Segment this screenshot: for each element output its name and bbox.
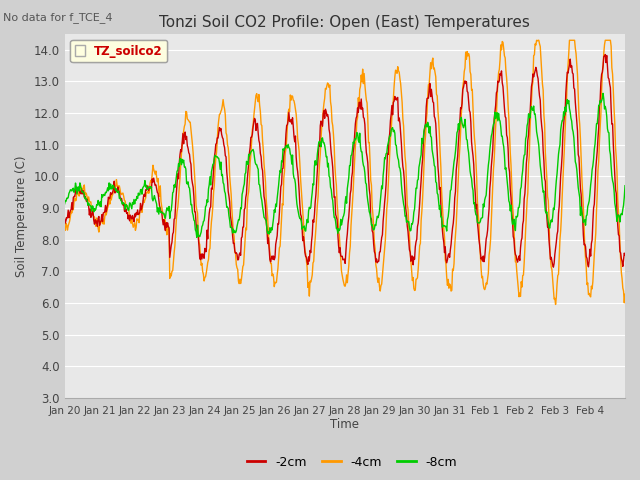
Legend: -2cm, -4cm, -8cm: -2cm, -4cm, -8cm xyxy=(241,451,463,474)
-2cm xyxy=(278,166,286,171)
-2cm xyxy=(257,154,265,160)
-4cm xyxy=(278,201,286,206)
-4cm xyxy=(127,215,134,221)
-8cm xyxy=(61,201,68,207)
-2cm xyxy=(230,240,237,246)
-4cm xyxy=(552,301,559,307)
-4cm xyxy=(61,227,68,233)
Legend: TZ_soilco2: TZ_soilco2 xyxy=(70,40,168,62)
-2cm xyxy=(621,252,629,258)
Y-axis label: Soil Temperature (C): Soil Temperature (C) xyxy=(15,155,28,276)
-2cm xyxy=(550,264,557,270)
Text: No data for f_TCE_4: No data for f_TCE_4 xyxy=(3,12,113,23)
-4cm xyxy=(621,291,629,297)
-8cm xyxy=(279,146,287,152)
-4cm xyxy=(403,182,410,188)
-2cm xyxy=(127,212,134,218)
-4cm xyxy=(257,121,265,127)
-2cm xyxy=(602,52,609,58)
Line: -4cm: -4cm xyxy=(65,40,625,304)
-8cm xyxy=(230,229,238,235)
-8cm xyxy=(258,198,266,204)
-8cm xyxy=(621,183,629,189)
-8cm xyxy=(435,199,442,204)
X-axis label: Time: Time xyxy=(330,419,359,432)
-4cm xyxy=(434,108,442,114)
-4cm xyxy=(532,37,540,43)
-2cm xyxy=(61,215,68,221)
-8cm xyxy=(127,200,134,206)
Line: -2cm: -2cm xyxy=(65,55,625,267)
-2cm xyxy=(403,213,410,218)
-8cm xyxy=(403,218,411,224)
-4cm xyxy=(230,229,237,235)
Line: -8cm: -8cm xyxy=(65,93,625,237)
-8cm xyxy=(599,90,607,96)
-8cm xyxy=(193,234,201,240)
-2cm xyxy=(434,164,442,169)
Title: Tonzi Soil CO2 Profile: Open (East) Temperatures: Tonzi Soil CO2 Profile: Open (East) Temp… xyxy=(159,15,530,30)
